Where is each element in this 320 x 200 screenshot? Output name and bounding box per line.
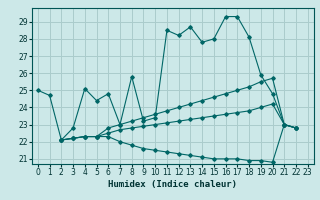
X-axis label: Humidex (Indice chaleur): Humidex (Indice chaleur) bbox=[108, 180, 237, 189]
